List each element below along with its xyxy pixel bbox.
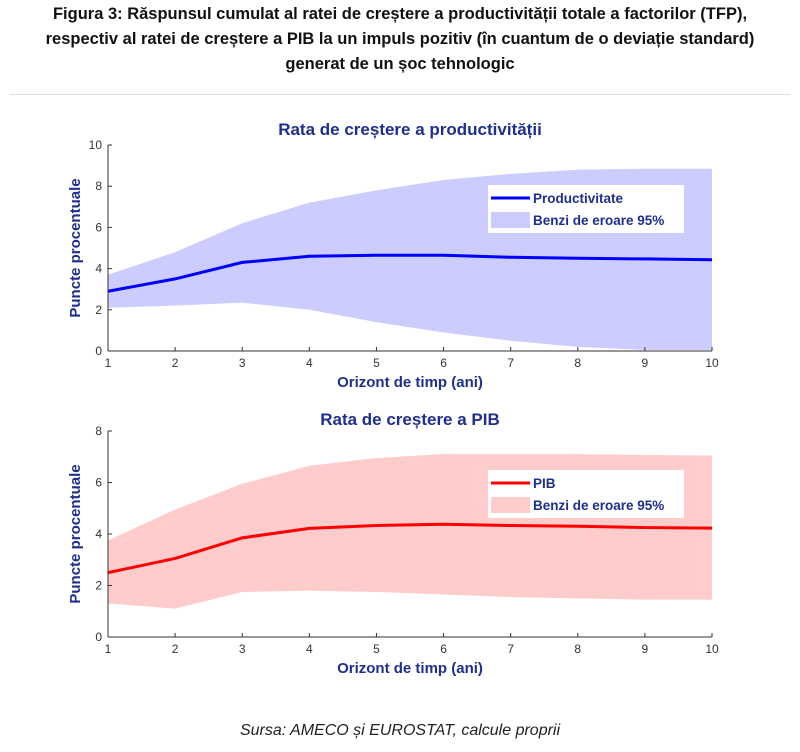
y-tick-label: 0 bbox=[95, 630, 102, 644]
x-tick-label: 6 bbox=[440, 642, 447, 656]
x-tick-label: 1 bbox=[105, 642, 112, 656]
legend-label: Benzi de eroare 95% bbox=[533, 498, 664, 513]
x-axis-label: Orizont de timp (ani) bbox=[337, 660, 483, 677]
x-tick-label: 10 bbox=[705, 642, 719, 656]
y-tick-label: 6 bbox=[95, 220, 102, 234]
x-tick-label: 5 bbox=[373, 356, 380, 370]
legend-label: Benzi de eroare 95% bbox=[533, 213, 664, 228]
caption-line: generat de un șoc tehnologic bbox=[285, 55, 515, 73]
x-tick-label: 4 bbox=[306, 642, 313, 656]
y-axis-label: Puncte procentuale bbox=[67, 178, 84, 317]
chart-2: 0 2 4 6 8 1 2 3 4 5 6 7 8 9 10 Rata de creștere a PIB Or… bbox=[67, 410, 719, 677]
y-tick-label: 0 bbox=[95, 344, 102, 358]
series-line bbox=[107, 522, 713, 575]
x-tick-label: 8 bbox=[574, 642, 581, 656]
y-axis-label: Puncte procentuale bbox=[67, 464, 84, 603]
chart-title: Rata de creștere a PIB bbox=[320, 410, 500, 429]
y-tick-label: 8 bbox=[95, 424, 102, 438]
legend-label: Productivitate bbox=[533, 191, 624, 206]
x-tick-label: 7 bbox=[507, 642, 514, 656]
chart-title: Rata de creștere a productivității bbox=[278, 120, 542, 139]
legend: Productivitate Benzi de eroare 95% bbox=[488, 185, 684, 233]
x-tick-label: 10 bbox=[705, 356, 719, 370]
legend-band-swatch bbox=[491, 497, 530, 513]
x-tick-label: 2 bbox=[172, 642, 179, 656]
series-line bbox=[107, 253, 713, 293]
caption-line: respectiv al ratei de creștere a PIB la … bbox=[45, 30, 755, 48]
y-tick-label: 4 bbox=[95, 527, 102, 541]
y-tick-label: 8 bbox=[95, 179, 102, 193]
legend-label: PIB bbox=[533, 476, 556, 491]
y-tick-label: 4 bbox=[95, 262, 102, 276]
source-note: Sursa: AMECO și EUROSTAT, calcule propri… bbox=[239, 722, 561, 739]
x-tick-label: 7 bbox=[507, 356, 514, 370]
x-tick-label: 4 bbox=[306, 356, 313, 370]
figure-caption: Figura 3: Răspunsul cumulat al ratei de … bbox=[0, 2, 800, 77]
x-tick-label: 5 bbox=[373, 642, 380, 656]
x-tick-label: 3 bbox=[239, 356, 246, 370]
x-tick-label: 8 bbox=[574, 356, 581, 370]
x-tick-label: 9 bbox=[642, 642, 649, 656]
x-tick-label: 1 bbox=[105, 356, 112, 370]
x-tick-label: 3 bbox=[239, 642, 246, 656]
divider bbox=[10, 94, 790, 95]
x-axis-label: Orizont de timp (ani) bbox=[337, 374, 483, 391]
legend: PIB Benzi de eroare 95% bbox=[488, 470, 684, 518]
y-tick-label: 2 bbox=[95, 579, 102, 593]
x-tick-label: 9 bbox=[642, 356, 649, 370]
y-tick-label: 10 bbox=[89, 138, 103, 152]
x-tick-label: 2 bbox=[172, 356, 179, 370]
x-tick-label: 6 bbox=[440, 356, 447, 370]
caption-line: Figura 3: Răspunsul cumulat al ratei de … bbox=[52, 5, 748, 23]
legend-band-swatch bbox=[491, 212, 530, 228]
y-tick-label: 6 bbox=[95, 476, 102, 490]
y-tick-label: 2 bbox=[95, 303, 102, 317]
